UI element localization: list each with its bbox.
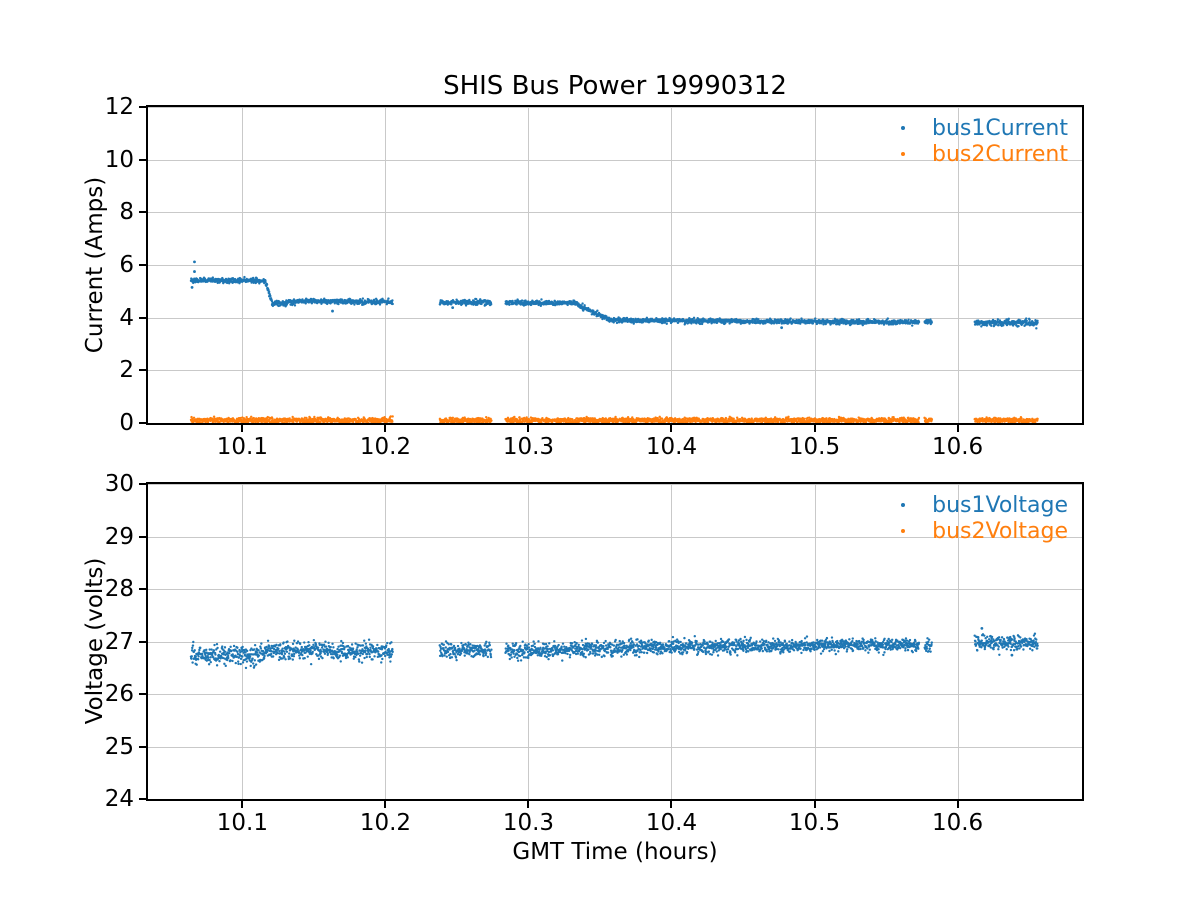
voltage-scatter-canvas xyxy=(148,484,1082,799)
x-tick-label: 10.6 xyxy=(931,810,984,836)
y-tick-mark xyxy=(139,535,148,538)
y-tick-label: 26 xyxy=(104,681,134,707)
x-tick-mark xyxy=(813,423,816,432)
current-legend: bus1Current bus2Current xyxy=(898,115,1068,167)
y-tick-mark xyxy=(139,422,148,424)
current-axes: bus1Current bus2Current 10.1 10.2 10.3 10.4… xyxy=(105,94,1084,460)
x-tick-mark xyxy=(670,799,673,808)
x-tick-label: 10.1 xyxy=(216,434,268,460)
y-tick-label: 27 xyxy=(104,628,134,655)
y-tick-mark xyxy=(139,588,148,590)
x-tick-label: 10.5 xyxy=(788,434,841,460)
x-tick-mark xyxy=(241,423,244,432)
x-tick-label: 10.1 xyxy=(216,810,268,836)
y-tick-label: 0 xyxy=(119,410,134,436)
x-tick-mark xyxy=(384,799,387,808)
y-tick-mark xyxy=(139,640,148,643)
x-tick-mark xyxy=(956,799,959,808)
chart-title: SHIS Bus Power 19990312 xyxy=(443,71,787,101)
y-tick-label: 28 xyxy=(104,576,134,602)
legend-item-bus2current: bus2Current xyxy=(898,141,1068,167)
voltage-legend: bus1Voltage bus2Voltage xyxy=(898,492,1068,544)
y-tick-label: 10 xyxy=(104,146,134,173)
y-tick-label: 12 xyxy=(104,94,134,120)
x-tick-mark xyxy=(527,423,530,432)
y-tick-mark xyxy=(139,264,148,266)
x-tick-label: 10.2 xyxy=(359,434,412,460)
scatter-dot-icon xyxy=(898,152,908,156)
x-tick-mark xyxy=(670,423,673,432)
y-tick-label: 8 xyxy=(119,199,134,226)
scatter-dot-icon xyxy=(898,126,908,130)
y-tick-mark xyxy=(139,483,148,485)
legend-item-bus1voltage: bus1Voltage xyxy=(898,492,1068,518)
legend-item-bus1current: bus1Current xyxy=(898,115,1068,141)
current-scatter-canvas xyxy=(148,107,1082,423)
x-tick-label: 10.3 xyxy=(502,810,555,836)
legend-label: bus2Voltage xyxy=(932,518,1068,544)
y-tick-label: 2 xyxy=(119,357,134,384)
x-tick-label: 10.5 xyxy=(788,810,841,836)
x-tick-label: 10.3 xyxy=(502,434,555,460)
y-tick-label: 24 xyxy=(104,786,134,812)
scatter-dot-icon xyxy=(898,503,908,507)
y-tick-mark xyxy=(139,745,148,748)
y-tick-mark xyxy=(139,106,148,108)
legend-label: bus1Current xyxy=(932,115,1068,141)
y-tick-mark xyxy=(139,693,148,695)
x-axis-label: GMT Time (hours) xyxy=(512,839,718,865)
legend-label: bus1Voltage xyxy=(932,492,1068,518)
x-tick-label: 10.4 xyxy=(645,434,698,460)
y-tick-mark xyxy=(139,158,148,161)
y-tick-mark xyxy=(139,316,148,319)
y-tick-mark xyxy=(139,211,148,214)
y-tick-label: 30 xyxy=(104,471,134,497)
y-tick-label: 25 xyxy=(104,733,134,760)
legend-label: bus2Current xyxy=(932,141,1068,167)
x-tick-label: 10.2 xyxy=(359,810,412,836)
x-tick-mark xyxy=(241,799,244,808)
x-tick-mark xyxy=(956,423,959,432)
x-tick-mark xyxy=(384,423,387,432)
y-tick-label: 6 xyxy=(119,252,134,278)
y-tick-label: 4 xyxy=(119,304,134,331)
x-tick-label: 10.4 xyxy=(645,810,698,836)
y-tick-mark xyxy=(139,369,148,372)
x-tick-label: 10.6 xyxy=(931,434,984,460)
y-tick-label: 29 xyxy=(104,523,134,550)
x-tick-mark xyxy=(527,799,530,808)
legend-item-bus2voltage: bus2Voltage xyxy=(898,518,1068,544)
scatter-dot-icon xyxy=(898,529,908,533)
voltage-axes: bus1Voltage bus2Voltage 10.1 10.2 10.3 10.4… xyxy=(105,471,1084,836)
y-tick-mark xyxy=(139,798,148,800)
x-tick-mark xyxy=(813,799,816,808)
